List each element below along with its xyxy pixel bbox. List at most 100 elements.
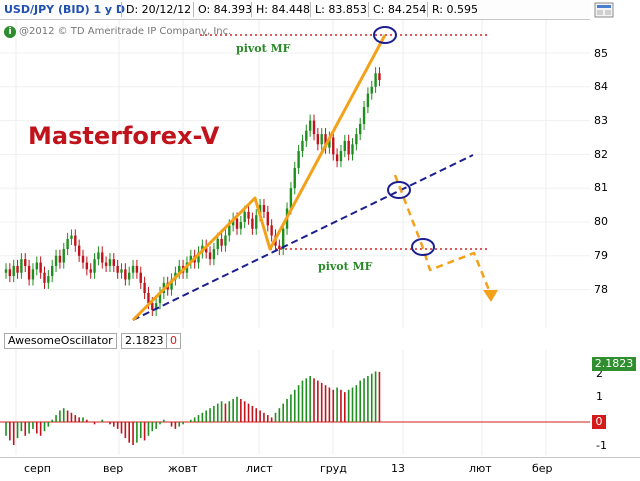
candle-body: [178, 265, 181, 273]
support-trendline: [132, 154, 474, 321]
candle-body: [359, 123, 362, 135]
time-label: лист: [246, 462, 273, 475]
price-axis: 85 84 83 82 81 80 79 78: [590, 20, 640, 328]
price-tick: 84: [594, 80, 608, 93]
open-value: O: 84.393: [198, 3, 253, 16]
candle-body: [112, 259, 115, 266]
time-label: бер: [532, 462, 553, 475]
candle-body: [104, 262, 108, 266]
price-tick: 78: [594, 283, 608, 296]
candle-body: [170, 279, 173, 290]
candle-body: [4, 269, 8, 273]
indicator-header: AwesomeOscillator 2.1823 0: [0, 330, 590, 350]
brand-label: Masterforex-V: [28, 122, 220, 150]
oscillator-tick: 2: [596, 367, 603, 380]
target-circle-icon: [373, 26, 397, 44]
candle-body: [8, 269, 12, 277]
forecast-arrow-icon: [483, 290, 498, 302]
divider: [251, 2, 252, 17]
candle-body: [135, 265, 139, 273]
candle-body: [297, 151, 300, 168]
oscillator-value-tag: 2.1823: [592, 357, 636, 371]
candle-body: [205, 245, 208, 253]
candle-body: [320, 134, 323, 145]
candle-body: [89, 269, 92, 273]
candle-body: [62, 249, 65, 263]
time-label: лют: [469, 462, 492, 475]
time-axis: серп вер жовт лист груд 13 лют бер: [0, 457, 640, 481]
candle-body: [239, 222, 243, 229]
price-tick: 83: [594, 114, 608, 127]
candle-body: [251, 218, 254, 229]
candle-body: [224, 235, 227, 246]
candle-body: [70, 235, 73, 239]
candle-body: [343, 140, 346, 152]
time-label: груд: [320, 462, 347, 475]
candle-body: [120, 269, 123, 273]
price-tick: 85: [594, 47, 608, 60]
candle-body: [128, 272, 131, 280]
breakout-circle-icon: [387, 181, 411, 199]
candle-body: [85, 262, 89, 270]
range-value: R: 0.595: [432, 3, 478, 16]
settings-panel-icon[interactable]: [594, 2, 614, 18]
candle-body: [316, 134, 320, 145]
candle-body: [189, 255, 192, 263]
candle-body: [270, 225, 273, 236]
candle-body: [27, 265, 31, 280]
time-label: вер: [103, 462, 124, 475]
divider: [310, 2, 311, 17]
price-tick: 79: [594, 249, 608, 262]
candle-body: [81, 255, 85, 263]
indicator-value-chip: 2.1823: [121, 333, 168, 349]
price-chart-canvas[interactable]: [0, 20, 590, 328]
forecast-path: [393, 174, 493, 296]
price-chart[interactable]: i @2012 © TD Ameritrade IP Company, Inc. …: [0, 20, 590, 328]
candle-body: [24, 259, 27, 266]
candle-body: [370, 86, 373, 94]
price-tick: 81: [594, 181, 608, 194]
candle-body: [255, 215, 258, 229]
candle-body: [339, 151, 343, 162]
candle-body: [208, 252, 212, 260]
candle-body: [158, 292, 162, 304]
candle-body: [231, 218, 235, 226]
candle-body: [58, 255, 62, 263]
candle-body: [366, 93, 370, 108]
candle-body: [12, 265, 15, 277]
pivot-label-bottom: pivot MF: [318, 260, 373, 273]
oscillator-chart[interactable]: [0, 350, 590, 455]
candle-body: [77, 245, 81, 256]
indicator-name-chip[interactable]: AwesomeOscillator: [4, 333, 117, 349]
candle-body: [378, 73, 381, 81]
oscillator-tick: 1: [596, 390, 603, 403]
candle-body: [43, 272, 46, 283]
candle-body: [212, 249, 216, 260]
candle-body: [39, 262, 42, 273]
oscillator-tick: -1: [596, 439, 607, 452]
candle-body: [266, 211, 269, 226]
wave-path: [131, 34, 387, 322]
candle-body: [355, 134, 358, 145]
candle-body: [332, 137, 335, 155]
candle-body: [54, 255, 58, 266]
candle-body: [328, 137, 331, 148]
candle-body: [282, 228, 285, 250]
candle-body: [35, 262, 38, 270]
date-value: D: 20/12/12: [126, 3, 192, 16]
candle-body: [131, 265, 135, 273]
candle-body: [324, 134, 327, 148]
divider: [368, 2, 369, 17]
candle-body: [66, 238, 69, 250]
candle-body: [139, 272, 142, 283]
symbol-label[interactable]: USD/JPY (BID) 1 y D: [4, 3, 126, 16]
low-value: L: 83.853: [315, 3, 367, 16]
candle-body: [278, 245, 281, 250]
candle-body: [262, 205, 266, 212]
candle-body: [347, 140, 350, 155]
candle-body: [116, 265, 119, 273]
candle-body: [220, 238, 223, 246]
time-label: жовт: [168, 462, 198, 475]
info-badge-icon[interactable]: i: [4, 26, 16, 38]
oscillator-canvas[interactable]: [0, 350, 590, 455]
